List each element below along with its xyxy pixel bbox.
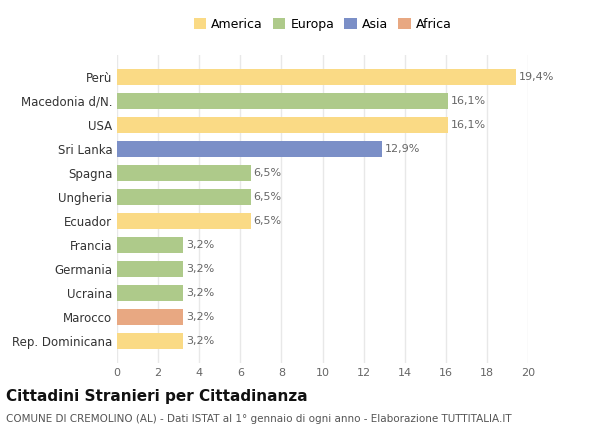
Text: 3,2%: 3,2% [186,336,214,346]
Text: 6,5%: 6,5% [254,216,282,226]
Text: Cittadini Stranieri per Cittadinanza: Cittadini Stranieri per Cittadinanza [6,389,308,404]
Text: 3,2%: 3,2% [186,240,214,250]
Text: 3,2%: 3,2% [186,312,214,322]
Bar [117,261,183,277]
Bar [117,189,251,205]
Bar [117,285,183,301]
Text: 16,1%: 16,1% [451,120,486,130]
Text: 12,9%: 12,9% [385,144,421,154]
Text: 6,5%: 6,5% [254,168,282,178]
Text: 6,5%: 6,5% [254,192,282,202]
Bar [117,117,448,133]
Text: 19,4%: 19,4% [519,72,554,82]
Text: 16,1%: 16,1% [451,96,486,106]
Bar [117,141,382,157]
Text: 3,2%: 3,2% [186,288,214,298]
Text: COMUNE DI CREMOLINO (AL) - Dati ISTAT al 1° gennaio di ogni anno - Elaborazione : COMUNE DI CREMOLINO (AL) - Dati ISTAT al… [6,414,512,425]
Bar [117,93,448,109]
Bar [117,237,183,253]
Text: 3,2%: 3,2% [186,264,214,274]
Bar [117,309,183,325]
Bar [117,165,251,181]
Bar [117,213,251,229]
Bar [117,69,515,84]
Bar [117,334,183,349]
Legend: America, Europa, Asia, Africa: America, Europa, Asia, Africa [194,18,451,31]
